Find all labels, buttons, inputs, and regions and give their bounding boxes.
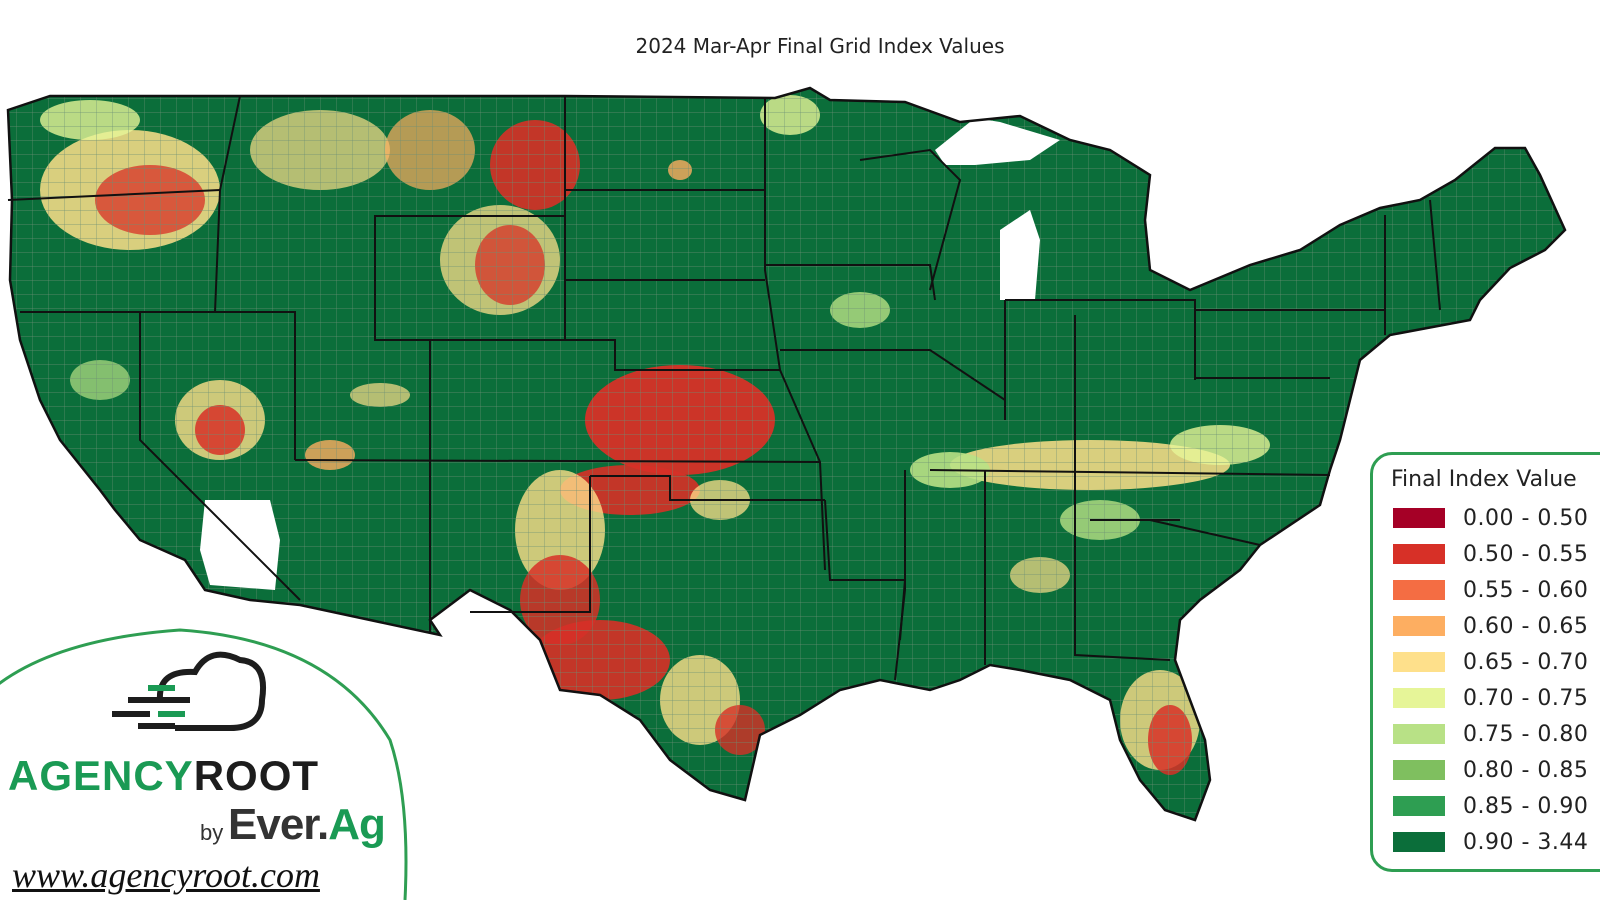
state-boundaries xyxy=(7,95,1441,681)
brand-name: AGENCYROOT xyxy=(8,752,319,800)
legend-label: 0.75 - 0.80 xyxy=(1463,721,1589,747)
no-data-region-upper-michigan xyxy=(935,118,1060,165)
website-link[interactable]: www.agencyroot.com xyxy=(12,855,320,895)
legend-label: 0.50 - 0.55 xyxy=(1463,541,1589,567)
legend-label: 0.00 - 0.50 xyxy=(1463,505,1589,531)
legend-label: 0.85 - 0.90 xyxy=(1463,793,1589,819)
legend-label: 0.55 - 0.60 xyxy=(1463,577,1589,603)
legend-swatch xyxy=(1393,616,1445,636)
legend-item: 0.70 - 0.75 xyxy=(1393,683,1588,713)
legend-swatch xyxy=(1393,724,1445,744)
everag-ag: Ag xyxy=(328,800,386,849)
brand-name-dark: ROOT xyxy=(193,752,320,799)
legend-swatch xyxy=(1393,760,1445,780)
legend-label: 0.80 - 0.85 xyxy=(1463,757,1589,783)
legend-label: 0.70 - 0.75 xyxy=(1463,685,1589,711)
legend-item: 0.90 - 3.44 xyxy=(1393,827,1588,857)
everag-ever: Ever. xyxy=(228,800,329,849)
legend-swatch xyxy=(1393,832,1445,852)
legend-swatch xyxy=(1393,688,1445,708)
legend-item: 0.75 - 0.80 xyxy=(1393,719,1588,749)
brand-name-green: AGENCY xyxy=(8,752,194,799)
everag-logo: Ever.Ag xyxy=(228,800,386,850)
county-boundaries xyxy=(8,88,1565,820)
legend-swatch xyxy=(1393,508,1445,528)
legend-item: 0.50 - 0.55 xyxy=(1393,539,1588,569)
legend: Final Index Value 0.00 - 0.50 0.50 - 0.55… xyxy=(1370,452,1600,872)
legend-item: 0.60 - 0.65 xyxy=(1393,611,1588,641)
brand-by: by xyxy=(200,820,224,845)
legend-label: 0.65 - 0.70 xyxy=(1463,649,1589,675)
legend-item: 0.65 - 0.70 xyxy=(1393,647,1588,677)
legend-swatch xyxy=(1393,652,1445,672)
legend-item: 0.80 - 0.85 xyxy=(1393,755,1588,785)
legend-label: 0.90 - 3.44 xyxy=(1463,829,1589,855)
legend-label: 0.60 - 0.65 xyxy=(1463,613,1589,639)
legend-title: Final Index Value xyxy=(1391,467,1577,492)
map-title: 2024 Mar-Apr Final Grid Index Values xyxy=(635,34,1005,58)
no-data-region-lake-michigan xyxy=(1000,210,1040,300)
legend-item: 0.85 - 0.90 xyxy=(1393,791,1588,821)
legend-item: 0.55 - 0.60 xyxy=(1393,575,1588,605)
legend-item: 0.00 - 0.50 xyxy=(1393,503,1588,533)
legend-swatch xyxy=(1393,580,1445,600)
legend-swatch xyxy=(1393,796,1445,816)
no-data-region-southwest xyxy=(200,500,280,590)
legend-swatch xyxy=(1393,544,1445,564)
